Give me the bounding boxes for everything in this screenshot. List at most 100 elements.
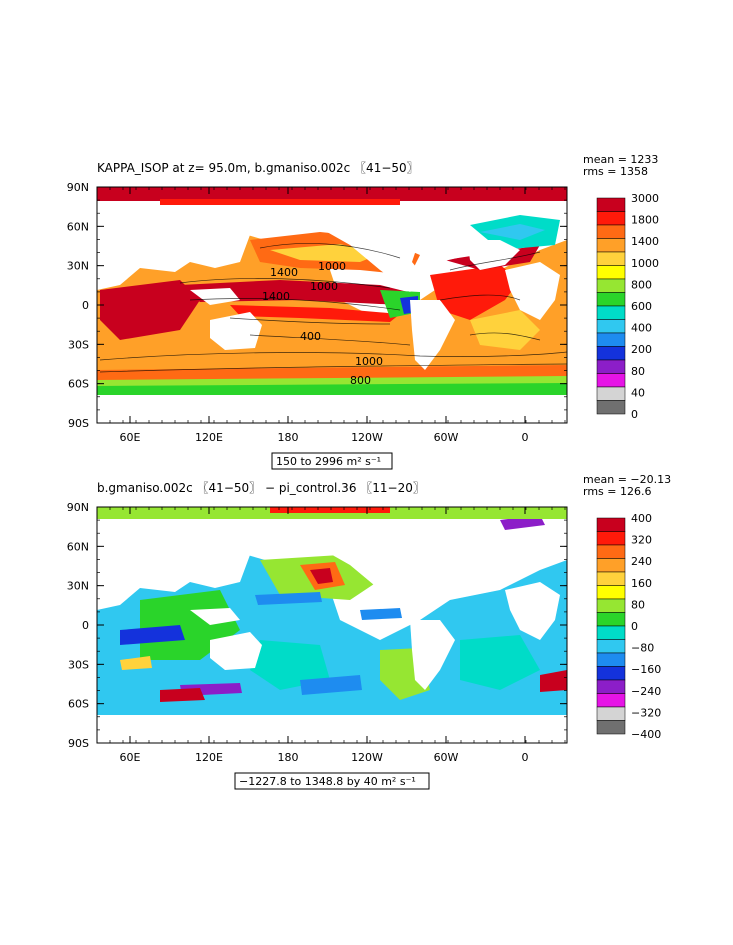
colorbar-swatch xyxy=(596,278,626,293)
colorbar-swatch xyxy=(596,332,626,347)
panel-bottom-rms: rms = 126.6 xyxy=(583,485,651,498)
y-tick-label: 0 xyxy=(82,299,89,312)
colorbar-label: 800 xyxy=(631,278,652,291)
colorbar-label: −160 xyxy=(631,663,661,676)
colorbar-label: −400 xyxy=(631,728,661,741)
colorbar-swatch xyxy=(596,251,626,266)
x-tick-label: 0 xyxy=(522,431,529,444)
y-tick-label: 90N xyxy=(67,181,89,194)
panel-bottom-range-box: −1227.8 to 1348.8 by 40 m² s⁻¹ xyxy=(234,772,430,790)
y-tick-label: 90S xyxy=(68,737,89,750)
colorbar-swatch xyxy=(596,544,626,559)
panel-top-kappa-isop: KAPPA_ISOP at z= 95.0m, b.gmaniso.002c 〖… xyxy=(67,153,659,470)
colorbar-swatch xyxy=(596,224,626,239)
x-tick-label: 60W xyxy=(434,431,459,444)
colorbar-label: 400 xyxy=(631,322,652,335)
colorbar-label: 40 xyxy=(631,386,645,399)
contour-label: 1000 xyxy=(310,280,338,293)
y-tick-label: 30N xyxy=(67,580,89,593)
colorbar-swatch xyxy=(596,612,626,627)
panel-top-rms: rms = 1358 xyxy=(583,165,648,178)
x-tick-label: 120E xyxy=(195,431,223,444)
panel-top-title: KAPPA_ISOP at z= 95.0m, b.gmaniso.002c 〖… xyxy=(97,161,419,175)
y-tick-label: 60N xyxy=(67,540,89,553)
contour-label: 1000 xyxy=(355,355,383,368)
colorbar-swatch xyxy=(596,693,626,708)
colorbar-swatch xyxy=(596,373,626,388)
x-tick-label: 180 xyxy=(278,751,299,764)
colorbar-label: 80 xyxy=(631,365,645,378)
contour-label: 400 xyxy=(300,330,321,343)
colorbar-swatch xyxy=(596,238,626,253)
panel-top-map: 1400 1400 1000 1000 1000 400 800 xyxy=(97,187,567,423)
colorbar-swatch xyxy=(596,265,626,280)
panel-bottom-mean: mean = −20.13 xyxy=(583,473,671,486)
colorbar-swatch xyxy=(596,305,626,320)
x-tick-label: 180 xyxy=(278,431,299,444)
colorbar-label: 3000 xyxy=(631,192,659,205)
y-tick-label: 60N xyxy=(67,220,89,233)
colorbar-swatch xyxy=(596,319,626,334)
x-tick-label: 60E xyxy=(120,431,141,444)
colorbar-label: 1000 xyxy=(631,257,659,270)
panel-top-range-box: 150 to 2996 m² s⁻¹ xyxy=(271,452,393,470)
colorbar-swatch xyxy=(596,679,626,694)
colorbar-swatch xyxy=(596,386,626,401)
y-tick-label: 60S xyxy=(68,698,89,711)
colorbar-swatch xyxy=(596,706,626,721)
colorbar-swatch xyxy=(596,558,626,573)
x-tick-label: 60E xyxy=(120,751,141,764)
colorbar-label: 80 xyxy=(631,598,645,611)
panel-bottom-colorbar: 400 320 240 160 80 0 −80 −160 −240 −320 −400 xyxy=(596,512,661,741)
x-tick-label: 0 xyxy=(522,751,529,764)
colorbar-label: −80 xyxy=(631,642,654,655)
y-tick-label: 30S xyxy=(68,658,89,671)
panel-bottom-map xyxy=(97,507,567,743)
y-tick-label: 30N xyxy=(67,260,89,273)
x-tick-label: 120E xyxy=(195,751,223,764)
colorbar-label: 200 xyxy=(631,343,652,356)
x-tick-label: 60W xyxy=(434,751,459,764)
colorbar-swatch xyxy=(596,211,626,226)
y-tick-label: 30S xyxy=(68,338,89,351)
colorbar-swatch xyxy=(596,517,626,532)
y-tick-label: 90S xyxy=(68,417,89,430)
x-tick-label: 120W xyxy=(351,751,383,764)
panel-top-mean: mean = 1233 xyxy=(583,153,658,166)
colorbar-swatch xyxy=(596,292,626,307)
colorbar-swatch xyxy=(596,585,626,600)
y-tick-label: 90N xyxy=(67,501,89,514)
contour-label: 800 xyxy=(350,374,371,387)
colorbar-swatch xyxy=(596,652,626,667)
panel-bottom-difference: b.gmaniso.002c 〖41−50〗 − pi_control.36 〖… xyxy=(67,473,671,790)
colorbar-label: 0 xyxy=(631,408,638,421)
y-tick-label: 60S xyxy=(68,378,89,391)
colorbar-swatch xyxy=(596,531,626,546)
panel-top-range-label: 150 to 2996 m² s⁻¹ xyxy=(276,455,381,468)
contour-label: 1000 xyxy=(318,260,346,273)
colorbar-label: −240 xyxy=(631,685,661,698)
colorbar-swatch xyxy=(596,400,626,415)
y-tick-label: 0 xyxy=(82,619,89,632)
x-tick-label: 120W xyxy=(351,431,383,444)
colorbar-label: 320 xyxy=(631,534,652,547)
colorbar-swatch xyxy=(596,598,626,613)
panel-bottom-title: b.gmaniso.002c 〖41−50〗 − pi_control.36 〖… xyxy=(97,481,425,495)
colorbar-label: 400 xyxy=(631,512,652,525)
colorbar-swatch xyxy=(596,720,626,735)
contour-label: 1400 xyxy=(270,266,298,279)
colorbar-label: 600 xyxy=(631,300,652,313)
colorbar-label: 240 xyxy=(631,555,652,568)
colorbar-swatch xyxy=(596,625,626,640)
colorbar-swatch xyxy=(596,359,626,374)
colorbar-label: 160 xyxy=(631,577,652,590)
colorbar-label: 1800 xyxy=(631,214,659,227)
colorbar-swatch xyxy=(596,346,626,361)
contour-label: 1400 xyxy=(262,290,290,303)
colorbar-label: 0 xyxy=(631,620,638,633)
panel-bottom-range-label: −1227.8 to 1348.8 by 40 m² s⁻¹ xyxy=(239,775,416,788)
colorbar-swatch xyxy=(596,197,626,212)
colorbar-swatch xyxy=(596,666,626,681)
